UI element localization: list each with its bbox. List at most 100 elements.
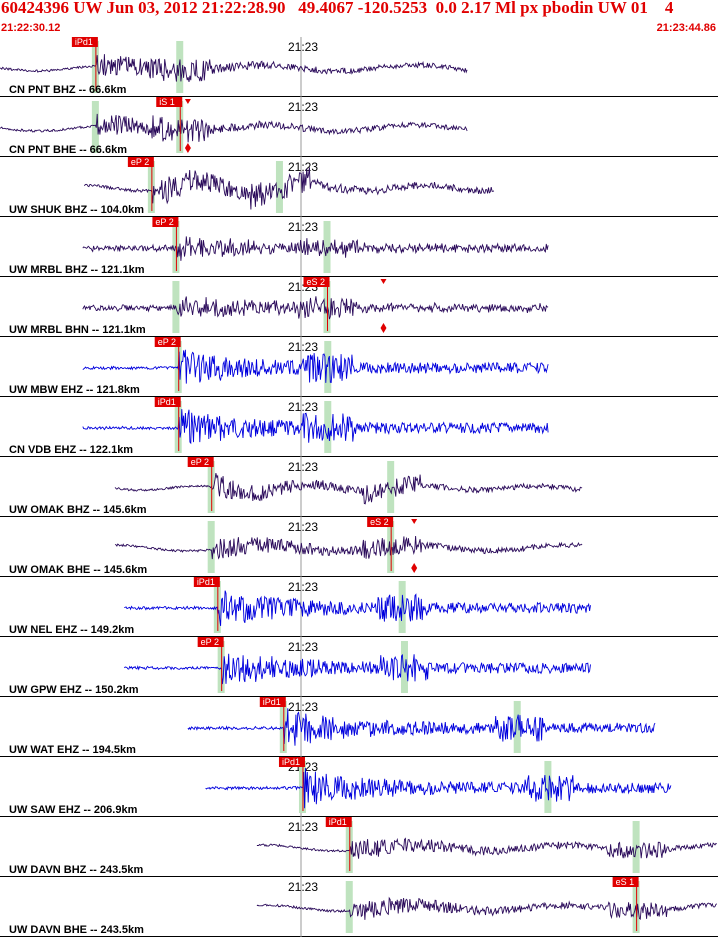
trace-panel-15[interactable]: 21:23 eS 1 UW DAVN BHE -- 243.5km <box>0 877 718 937</box>
s-window-bar <box>400 641 408 693</box>
pick-flag-label: iPd1 <box>263 697 281 707</box>
amplitude-marker-top <box>380 279 387 284</box>
amplitude-marker-top <box>184 99 191 104</box>
end-time: 21:23:44.86 <box>656 22 716 34</box>
minute-tick-label: 21:23 <box>288 580 318 594</box>
pick-flag-label: eS 1 <box>616 877 635 887</box>
amplitude-marker-top <box>411 519 418 524</box>
pick-flag-label: eP 2 <box>191 457 209 467</box>
minute-tick-label: 21:23 <box>288 520 318 534</box>
trace-label: UW GPW EHZ -- 150.2km <box>9 684 139 696</box>
waveform <box>82 236 549 261</box>
minute-tick-label: 21:23 <box>288 400 318 414</box>
waveform <box>124 653 591 685</box>
pick-flag[interactable] <box>197 637 224 647</box>
trace-label: CN PNT BHZ -- 66.6km <box>9 84 127 96</box>
waveform <box>187 708 656 746</box>
s-window-bar <box>324 401 332 453</box>
pick-flag[interactable] <box>152 217 179 227</box>
trace-label: UW NEL EHZ -- 149.2km <box>9 624 134 636</box>
s-window-bar <box>544 761 552 813</box>
pick-flag[interactable] <box>303 277 330 287</box>
start-time: 21:22:30.12 <box>1 22 61 34</box>
pick-flag[interactable] <box>154 337 181 347</box>
minute-tick-label: 21:23 <box>288 460 318 474</box>
pick-flag[interactable] <box>187 457 214 467</box>
pick-flag-label: eP 2 <box>158 337 176 347</box>
pick-flag[interactable] <box>71 37 98 47</box>
waveform <box>0 54 468 82</box>
minute-tick-label: 21:23 <box>288 640 318 654</box>
trace-panel-11[interactable]: 21:23 eP 2 UW GPW EHZ -- 150.2km <box>0 637 718 697</box>
pick-flag[interactable] <box>612 877 639 887</box>
minute-tick-label: 21:23 <box>288 40 318 54</box>
waveform <box>84 167 495 210</box>
trace-panel-4[interactable]: 21:23 eP 2 UW MRBL BHZ -- 121.1km <box>0 217 718 277</box>
trace-label: CN VDB EHZ -- 122.1km <box>9 444 133 456</box>
pick-flag[interactable] <box>154 397 181 407</box>
trace-panel-9[interactable]: 21:23 eS 2 UW OMAK BHE -- 145.6km <box>0 517 718 577</box>
trace-label: UW DAVN BHZ -- 243.5km <box>9 864 143 876</box>
pick-flag-label: eS 2 <box>370 517 389 527</box>
trace-panel-3[interactable]: 21:23 eP 2 UW SHUK BHZ -- 104.0km <box>0 157 718 217</box>
trace-panel-1[interactable]: 21:23 iPd1 CN PNT BHZ -- 66.6km <box>0 37 718 97</box>
waveform <box>256 896 718 920</box>
trace-panel[interactable]: 21:23 iPd1 CN PNT BHZ -- 66.6km 21:23 iS 1 CN… <box>0 37 718 938</box>
p-window-bar <box>91 101 99 153</box>
trace-label: CN PNT BHE -- 66.6km <box>9 144 127 156</box>
waveform <box>114 473 583 505</box>
waveform <box>124 590 591 626</box>
header: 60424396 UW Jun 03, 2012 21:22:28.90 49.… <box>0 0 718 38</box>
event-title: 60424396 UW Jun 03, 2012 21:22:28.90 49.… <box>1 0 674 17</box>
pick-flag-label: eP 2 <box>201 637 219 647</box>
pick-flag-label: iPd1 <box>75 37 93 47</box>
pick-flag[interactable] <box>156 97 183 107</box>
trace-panel-6[interactable]: 21:23 eP 2 UW MBW EHZ -- 121.8km <box>0 337 718 397</box>
trace-label: UW SHUK BHZ -- 104.0km <box>9 204 144 216</box>
pick-flag-label: iPd1 <box>329 817 347 827</box>
pick-flag[interactable] <box>278 757 305 767</box>
pick-flag-label: eS 2 <box>307 277 326 287</box>
pick-flag-label: iPd1 <box>197 577 215 587</box>
amplitude-marker-bottom <box>184 143 191 153</box>
pick-flag-label: iPd1 <box>282 757 300 767</box>
trace-panel-7[interactable]: 21:23 iPd1 CN VDB EHZ -- 122.1km <box>0 397 718 457</box>
trace-label: UW SAW EHZ -- 206.9km <box>9 804 138 816</box>
pick-flag-label: eP 2 <box>155 217 173 227</box>
waveform <box>82 349 549 384</box>
pick-flag[interactable] <box>367 517 394 527</box>
trace-label: UW MRBL BHN -- 121.1km <box>9 324 146 336</box>
trace-panel-14[interactable]: 21:23 iPd1 UW DAVN BHZ -- 243.5km <box>0 817 718 877</box>
pick-flag[interactable] <box>193 577 220 587</box>
trace-panel-10[interactable]: 21:23 iPd1 UW NEL EHZ -- 149.2km <box>0 577 718 637</box>
p-window-bar <box>345 881 353 933</box>
minute-tick-label: 21:23 <box>288 880 318 894</box>
trace-panel-2[interactable]: 21:23 iS 1 CN PNT BHE -- 66.6km <box>0 97 718 157</box>
minute-tick-label: 21:23 <box>288 160 318 174</box>
minute-tick-label: 21:23 <box>288 820 318 834</box>
p-window-bar <box>207 521 215 573</box>
waveform <box>114 535 583 560</box>
amplitude-marker-bottom <box>380 323 387 333</box>
minute-tick-label: 21:23 <box>288 340 318 354</box>
s-window-bar <box>176 41 184 93</box>
pick-flag[interactable] <box>259 697 286 707</box>
trace-label: UW OMAK BHE -- 145.6km <box>9 564 147 576</box>
pick-flag-label: iS 1 <box>159 97 175 107</box>
trace-label: UW OMAK BHZ -- 145.6km <box>9 504 147 516</box>
minute-tick-label: 21:23 <box>288 220 318 234</box>
pick-flag[interactable] <box>325 817 352 827</box>
trace-label: UW WAT EHZ -- 194.5km <box>9 744 136 756</box>
trace-panel-8[interactable]: 21:23 eP 2 UW OMAK BHZ -- 145.6km <box>0 457 718 517</box>
pick-flag[interactable] <box>127 157 154 167</box>
waveform <box>205 768 672 809</box>
pick-flag-label: eP 2 <box>131 157 149 167</box>
minute-tick-label: 21:23 <box>288 100 318 114</box>
trace-panel-12[interactable]: 21:23 iPd1 UW WAT EHZ -- 194.5km <box>0 697 718 757</box>
waveform <box>0 113 468 143</box>
s-window-bar <box>275 161 283 213</box>
minute-tick-label: 21:23 <box>288 700 318 714</box>
